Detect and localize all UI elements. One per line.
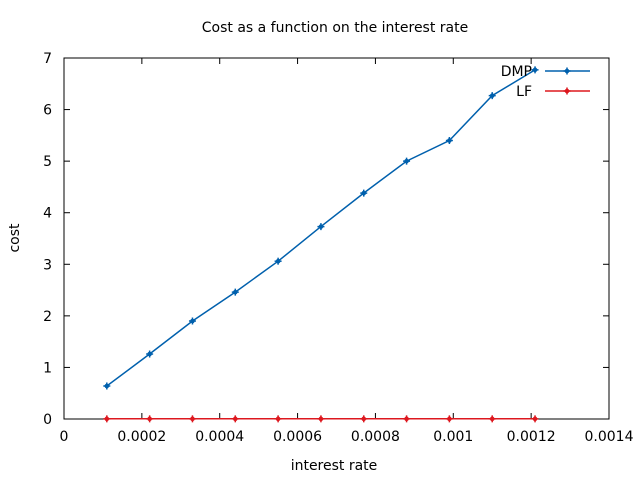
- lf-data-point: [103, 415, 111, 423]
- axis-ticks: 0 0.0002 0.0004 0.0006 0.0008 0.001 0.0012 0.00…: [43, 51, 634, 445]
- plot-frame: [63, 57, 610, 420]
- dmp-data-point: [231, 288, 239, 296]
- lf-data-point: [146, 415, 154, 423]
- legend-marker-lf: [563, 87, 571, 95]
- x-tick-label: 0.0012: [507, 429, 556, 445]
- lf-data-point: [403, 415, 411, 423]
- dmp-data-point: [103, 382, 111, 390]
- x-tick-label: 0.0014: [585, 429, 634, 445]
- dmp-data-point: [488, 92, 496, 100]
- dmp-data-point: [146, 350, 154, 358]
- x-tick-label: 0.0002: [117, 429, 166, 445]
- lf-data-point: [317, 415, 325, 423]
- lf-data-point: [360, 415, 368, 423]
- y-tick-label: 1: [43, 360, 52, 376]
- y-tick-label: 6: [43, 103, 52, 119]
- dmp-data-point: [403, 157, 411, 165]
- dmp-data-point: [360, 189, 368, 197]
- lf-data-point: [274, 415, 282, 423]
- x-axis-label: interest rate: [291, 458, 378, 474]
- dmp-data-point: [274, 257, 282, 265]
- x-tick-label: 0.0004: [195, 429, 244, 445]
- chart-title: Cost as a function on the interest rate: [202, 20, 468, 36]
- legend-label-dmp: DMP: [501, 64, 532, 80]
- legend-label-lf: LF: [516, 84, 532, 100]
- dmp-data-point: [531, 66, 539, 74]
- lf-data-point: [188, 415, 196, 423]
- legend: DMP LF: [501, 64, 590, 100]
- y-tick-label: 0: [43, 412, 52, 428]
- legend-marker-dmp: [563, 67, 571, 75]
- x-tick-label: 0.0008: [351, 429, 400, 445]
- y-tick-label: 3: [43, 257, 52, 273]
- series-layer: [103, 66, 539, 423]
- y-tick-label: 2: [43, 309, 52, 325]
- y-tick-label: 7: [43, 51, 52, 67]
- y-tick-label: 4: [43, 206, 52, 222]
- dmp-data-point: [317, 223, 325, 231]
- lf-data-point: [231, 415, 239, 423]
- lf-data-point: [531, 415, 539, 423]
- dmp-data-point: [188, 317, 196, 325]
- x-tick-label: 0.0006: [273, 429, 322, 445]
- y-axis-label: cost: [7, 223, 23, 253]
- y-tick-label: 5: [43, 154, 52, 170]
- lf-data-point: [488, 415, 496, 423]
- x-tick-label: 0: [60, 429, 69, 445]
- x-tick-label: 0.001: [433, 429, 473, 445]
- lf-data-point: [445, 415, 453, 423]
- dmp-data-point: [445, 137, 453, 145]
